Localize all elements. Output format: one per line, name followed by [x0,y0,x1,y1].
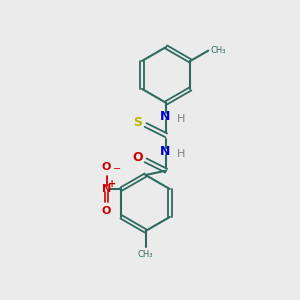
Text: N: N [102,184,111,194]
Text: S: S [133,116,142,129]
Text: N: N [160,110,170,123]
Text: H: H [176,149,185,159]
Text: N: N [160,145,170,158]
Text: CH₃: CH₃ [210,46,226,55]
Text: O: O [102,162,111,172]
Text: O: O [102,206,111,216]
Text: +: + [108,179,116,189]
Text: H: H [176,114,185,124]
Text: −: − [113,164,121,174]
Text: CH₃: CH₃ [138,250,153,259]
Text: O: O [132,152,142,164]
